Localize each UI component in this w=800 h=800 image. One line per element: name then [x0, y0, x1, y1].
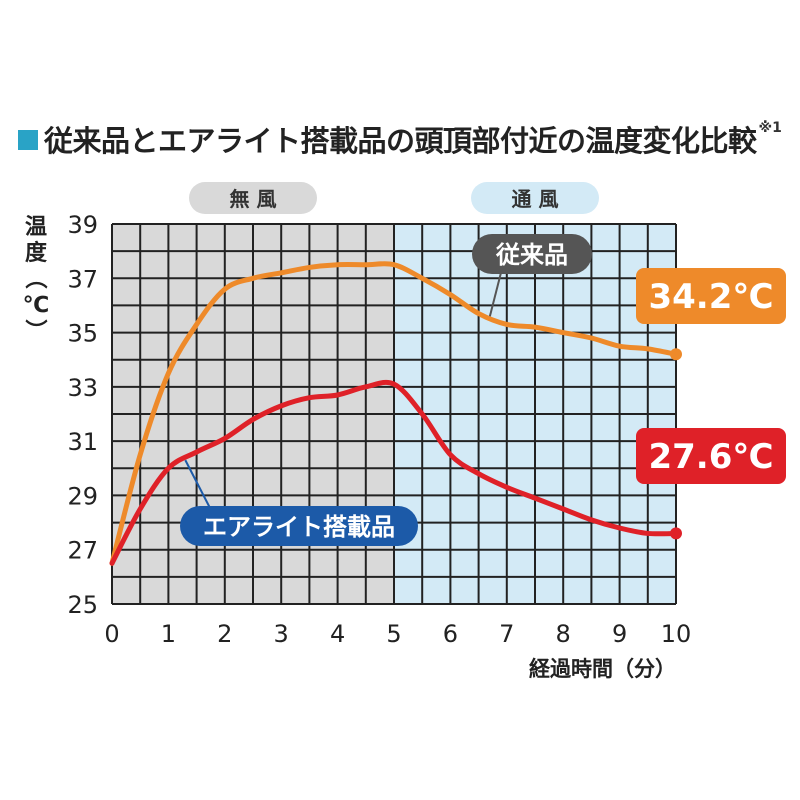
- y-tick-label: 37: [67, 265, 98, 293]
- y-axis-label-char: 温: [25, 215, 47, 240]
- y-axis-label: 温度（ ℃）: [22, 215, 49, 341]
- y-axis-label-char: 度: [25, 240, 48, 266]
- series-lines: [109, 261, 682, 566]
- series-end-point: [670, 348, 682, 361]
- end-value-box-conventional: [636, 268, 786, 324]
- end-value-box-airlight: [636, 428, 786, 484]
- series-end-point: [670, 527, 682, 540]
- callout-label-conventional: 従来品: [495, 241, 568, 269]
- x-tick-label: 7: [499, 620, 514, 648]
- region-labels: 無 風通 風: [189, 182, 599, 214]
- x-tick-label: 3: [274, 620, 289, 648]
- region-pill-label: 通 風: [512, 187, 559, 211]
- x-tick-label: 10: [661, 620, 692, 648]
- end-value-airlight: 27.6℃: [648, 437, 773, 477]
- y-tick-labels: 25 27 29 31 33 35 37 39: [67, 211, 98, 619]
- callout-leader-line: [488, 271, 503, 317]
- callout-pill-conventional: [472, 234, 592, 274]
- y-tick-label: 33: [67, 374, 98, 402]
- y-tick-label: 27: [67, 537, 98, 565]
- grid-lines: [111, 223, 677, 605]
- region-pill: [471, 182, 599, 214]
- x-tick-label: 2: [217, 620, 232, 648]
- x-tick-label: 5: [386, 620, 401, 648]
- callout-leader-line: [184, 459, 211, 509]
- y-axis-label-char: ℃: [23, 293, 50, 318]
- y-axis-label-char: ）: [22, 319, 47, 341]
- y-tick-label: 35: [67, 320, 98, 348]
- chart-title: 従来品とエアライト搭載品の頭頂部付近の温度変化比較: [44, 124, 757, 158]
- y-tick-label: 31: [67, 428, 98, 456]
- x-axis-label: 経過時間（分）: [529, 657, 676, 681]
- callout-label-airlight: エアライト搭載品: [203, 513, 395, 541]
- x-tick-label: 6: [443, 620, 458, 648]
- region-pill: [189, 182, 317, 214]
- callout-pill-airlight: [180, 506, 418, 546]
- series-line: [109, 261, 679, 566]
- x-tick-label: 4: [330, 620, 345, 648]
- series-line: [109, 379, 679, 566]
- title-bullet-square: [18, 130, 38, 150]
- x-tick-labels: 0 1 2 3 4 5 6 7 8 9 10: [104, 620, 691, 648]
- region-pill-label: 無 風: [230, 187, 277, 211]
- y-tick-label: 25: [67, 591, 98, 619]
- y-tick-label: 39: [67, 211, 98, 239]
- y-tick-label: 29: [67, 482, 98, 510]
- end-value-conventional: 34.2℃: [648, 277, 773, 317]
- chart-title-block: 従来品とエアライト搭載品の頭頂部付近の温度変化比較 ※1: [18, 118, 782, 160]
- y-axis-label-char: （: [22, 267, 47, 289]
- x-tick-label: 9: [612, 620, 627, 648]
- x-tick-label: 1: [161, 620, 176, 648]
- x-tick-label: 0: [104, 620, 119, 648]
- x-tick-label: 8: [556, 620, 571, 648]
- title-footnote-mark: ※1: [758, 120, 782, 136]
